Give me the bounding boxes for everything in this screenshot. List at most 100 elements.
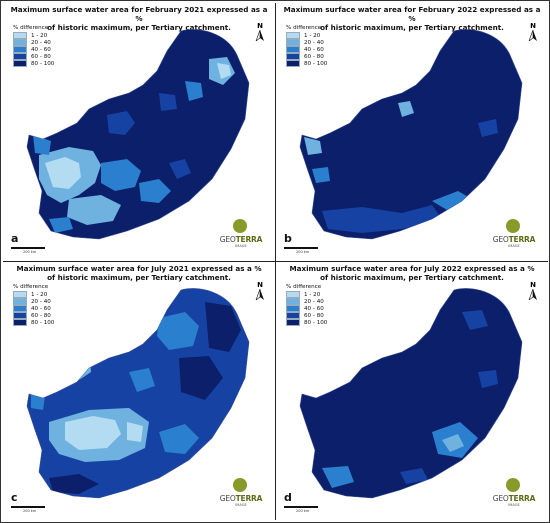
legend-label: 60 - 80 <box>31 53 51 60</box>
catchment-regions <box>322 310 498 488</box>
legend-item: 60 - 80 <box>13 53 54 60</box>
legend-item: 40 - 60 <box>13 305 54 312</box>
legend-item: 20 - 40 <box>286 298 327 305</box>
legend-title: % difference <box>286 25 322 31</box>
legend-swatch <box>13 46 27 53</box>
legend-item: 80 - 100 <box>286 60 327 67</box>
legend-item: 40 - 60 <box>286 305 327 312</box>
north-arrow-icon: N <box>253 282 267 300</box>
legend-item: 1 - 20 <box>13 32 54 39</box>
panel-title: Maximum surface water area for February … <box>9 5 269 32</box>
north-label: N <box>257 22 263 30</box>
panel-letter: d <box>284 491 292 504</box>
panel-a: Maximum surface water area for February … <box>3 3 276 262</box>
scale-bar: 200 km <box>11 247 45 254</box>
legend-swatch <box>286 39 300 46</box>
title-line-2: of historic maximum, per Tertiary catchm… <box>47 273 231 282</box>
logo-subtitle: IMAGE <box>235 503 247 507</box>
legend-swatch <box>286 32 300 39</box>
north-arrow-icon: N <box>526 282 540 300</box>
legend-item: 1 - 20 <box>286 32 327 39</box>
title-line-1: Maximum surface water area for July 2021… <box>16 264 262 273</box>
scale-label: 200 km <box>296 509 310 513</box>
legend-item: 1 - 20 <box>13 291 54 298</box>
catchment-map <box>299 29 523 240</box>
north-arrow-icon: N <box>253 23 267 41</box>
scale-bar: 200 km <box>284 247 318 254</box>
north-label: N <box>257 281 263 289</box>
scale-label: 200 km <box>296 250 310 254</box>
legend: % difference 1 - 20 20 - 40 40 - 60 60 -… <box>286 25 327 67</box>
legend-label: 20 - 40 <box>31 298 51 305</box>
legend-swatch <box>13 305 27 312</box>
legend-swatch <box>286 298 300 305</box>
title-line-1: Maximum surface water area for July 2022… <box>289 264 535 273</box>
legend-swatch <box>286 46 300 53</box>
legend-swatch <box>286 291 300 298</box>
legend-swatch <box>13 319 27 326</box>
legend-label: 20 - 40 <box>304 298 324 305</box>
catchment-map <box>299 288 523 499</box>
legend-label: 1 - 20 <box>31 32 48 39</box>
legend-item: 60 - 80 <box>286 53 327 60</box>
logo-subtitle: IMAGE <box>508 244 520 248</box>
scale-bar: 200 km <box>11 506 45 513</box>
legend-item: 80 - 100 <box>13 60 54 67</box>
catchment-map <box>26 29 250 240</box>
legend-swatch <box>13 32 27 39</box>
legend-item: 20 - 40 <box>13 39 54 46</box>
catchment-regions <box>33 57 235 233</box>
legend-swatch <box>286 53 300 60</box>
legend-swatch <box>286 305 300 312</box>
panel-d: Maximum surface water area for July 2022… <box>276 262 548 520</box>
scale-label: 200 km <box>23 250 37 254</box>
catchment-regions <box>304 101 498 233</box>
panel-c: Maximum surface water area for July 2021… <box>3 262 276 520</box>
legend-swatch <box>286 312 300 319</box>
logo-name-bold: TERRA <box>508 494 536 503</box>
panel-letter: c <box>11 491 18 504</box>
legend: % difference 1 - 20 20 - 40 40 - 60 60 -… <box>13 284 54 326</box>
legend: % difference 1 - 20 20 - 40 40 - 60 60 -… <box>286 284 327 326</box>
legend-swatch <box>13 53 27 60</box>
logo-subtitle: IMAGE <box>508 503 520 507</box>
logo-mark-icon <box>233 478 247 492</box>
legend-label: 80 - 100 <box>304 319 328 326</box>
legend-label: 80 - 100 <box>31 60 55 67</box>
legend-item: 80 - 100 <box>286 319 327 326</box>
title-line-1: Maximum surface water area for February … <box>10 5 268 23</box>
title-line-2: of historic maximum, per Tertiary catchm… <box>47 23 231 32</box>
north-label: N <box>530 22 536 30</box>
legend-label: 60 - 80 <box>304 53 324 60</box>
legend-label: 1 - 20 <box>31 291 48 298</box>
legend-item: 40 - 60 <box>13 46 54 53</box>
panel-letter: b <box>284 232 292 245</box>
legend-item: 80 - 100 <box>13 319 54 326</box>
geoterra-logo: GEOTERRA IMAGE <box>215 478 267 512</box>
legend-label: 80 - 100 <box>31 319 55 326</box>
legend-item: 1 - 20 <box>286 291 327 298</box>
logo-name-light: GEO <box>492 235 509 244</box>
panel-title: Maximum surface water area for February … <box>282 5 542 32</box>
logo-subtitle: IMAGE <box>235 244 247 248</box>
panel-letter: a <box>11 232 19 245</box>
scale-bar: 200 km <box>284 506 318 513</box>
geoterra-logo: GEOTERRA IMAGE <box>488 478 540 512</box>
title-line-2: of historic maximum, per Tertiary catchm… <box>320 23 504 32</box>
legend-label: 40 - 60 <box>31 46 51 53</box>
legend-label: 20 - 40 <box>31 39 51 46</box>
panel-title: Maximum surface water area for July 2022… <box>282 264 542 282</box>
logo-mark-icon <box>506 478 520 492</box>
legend-swatch <box>13 312 27 319</box>
legend-item: 60 - 80 <box>13 312 54 319</box>
legend-swatch <box>13 291 27 298</box>
logo-mark-icon <box>506 219 520 233</box>
legend-swatch <box>13 60 27 67</box>
catchment-regions <box>31 302 241 494</box>
geoterra-logo: GEOTERRA IMAGE <box>215 219 267 253</box>
legend-item: 40 - 60 <box>286 46 327 53</box>
logo-name-bold: TERRA <box>235 235 263 244</box>
legend-title: % difference <box>13 284 49 290</box>
north-arrow-icon: N <box>526 23 540 41</box>
